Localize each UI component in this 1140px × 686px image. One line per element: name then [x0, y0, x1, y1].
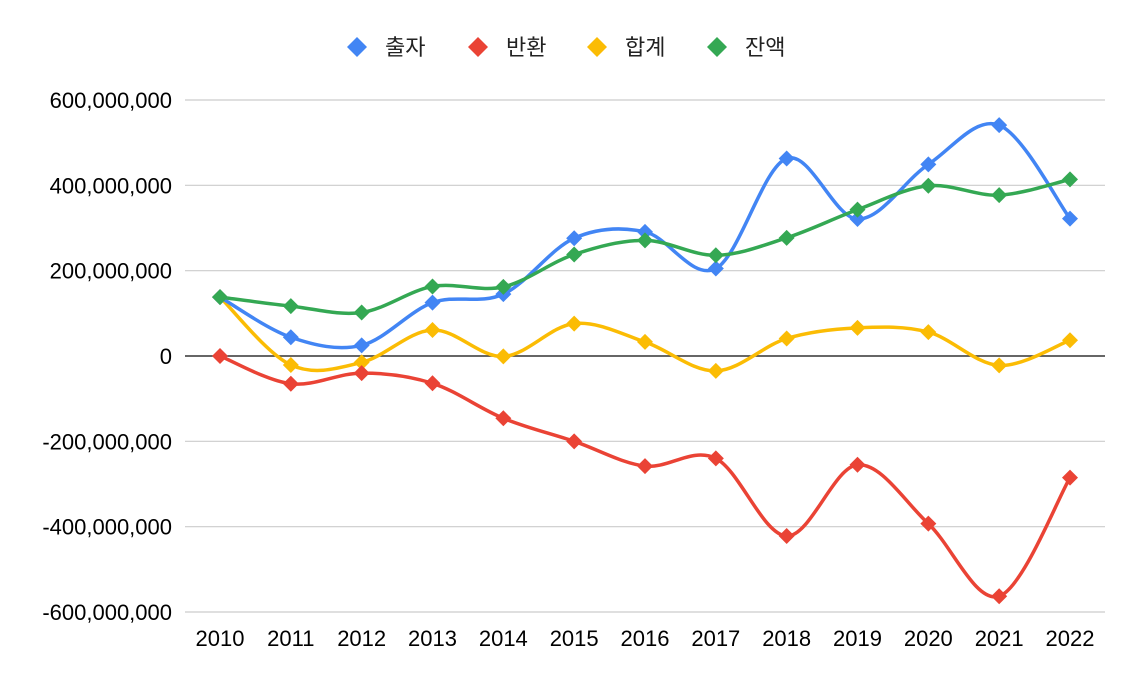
data-point-marker[interactable] — [424, 294, 441, 311]
data-point-marker[interactable] — [991, 117, 1008, 134]
data-point-marker[interactable] — [282, 329, 299, 346]
legend-label: 잔액 — [745, 36, 785, 61]
data-point-marker[interactable] — [849, 201, 866, 218]
y-axis-tick-labels: 600,000,000 400,000,000 200,000,000 0 -200,0… — [42, 88, 172, 625]
legend-label: 출자 — [385, 36, 425, 61]
legend-diamond-icon — [707, 37, 727, 57]
data-point-marker[interactable] — [424, 375, 441, 392]
legend-diamond-icon — [587, 37, 607, 57]
grid-lines — [185, 99, 1105, 613]
x-axis-tick-labels: 2010 2011 2012 2013 2014 2015 2016 2017 2018 2019… — [196, 626, 1095, 651]
data-point-marker[interactable] — [707, 247, 724, 264]
data-point-marker[interactable] — [566, 230, 583, 247]
legend-label: 합계 — [625, 36, 665, 61]
data-point-marker[interactable] — [707, 450, 724, 467]
x-tick-label: 2010 — [196, 626, 245, 651]
x-tick-label: 2017 — [691, 626, 740, 651]
y-tick-label: -400,000,000 — [42, 515, 172, 540]
y-tick-label: 600,000,000 — [50, 88, 172, 113]
data-point-marker[interactable] — [212, 289, 228, 306]
x-tick-label: 2016 — [621, 626, 670, 651]
y-tick-label: 400,000,000 — [50, 173, 172, 198]
data-point-marker[interactable] — [424, 278, 441, 295]
x-tick-label: 2020 — [904, 626, 953, 651]
data-point-marker[interactable] — [920, 324, 937, 341]
legend: 출자 반환 합계 잔액 — [347, 36, 785, 61]
x-tick-label: 2014 — [479, 626, 528, 651]
x-tick-label: 2019 — [833, 626, 882, 651]
data-point-marker[interactable] — [566, 246, 583, 263]
data-point-marker[interactable] — [778, 330, 795, 347]
x-tick-label: 2011 — [267, 626, 314, 651]
data-point-marker[interactable] — [353, 304, 370, 321]
data-point-marker[interactable] — [1062, 210, 1078, 227]
y-tick-label: 0 — [160, 344, 172, 369]
legend-label: 반환 — [506, 36, 546, 61]
data-point-marker[interactable] — [991, 357, 1008, 374]
data-point-marker[interactable] — [778, 229, 795, 246]
series-lines — [218, 121, 1072, 599]
data-point-marker[interactable] — [1062, 332, 1078, 349]
data-point-marker[interactable] — [282, 356, 299, 373]
data-point-marker[interactable] — [849, 211, 866, 228]
data-point-marker[interactable] — [849, 456, 866, 473]
data-point-marker[interactable] — [920, 156, 937, 173]
x-tick-label: 2021 — [975, 626, 1024, 651]
data-point-marker[interactable] — [920, 177, 937, 194]
data-point-marker[interactable] — [282, 375, 299, 392]
data-point-marker[interactable] — [353, 354, 370, 371]
x-tick-label: 2015 — [550, 626, 599, 651]
data-point-marker[interactable] — [212, 348, 228, 364]
data-point-marker[interactable] — [707, 260, 724, 277]
data-point-marker[interactable] — [778, 528, 795, 545]
data-point-marker[interactable] — [991, 187, 1008, 204]
data-point-marker[interactable] — [637, 458, 653, 475]
series-line-2 — [218, 354, 1072, 599]
data-point-marker[interactable] — [991, 588, 1008, 605]
data-point-marker[interactable] — [707, 362, 724, 379]
data-point-marker[interactable] — [637, 223, 653, 240]
data-point-marker[interactable] — [920, 515, 937, 532]
x-tick-label: 2018 — [762, 626, 811, 651]
legend-diamond-icon — [468, 37, 488, 57]
data-point-marker[interactable] — [353, 365, 370, 382]
data-point-marker[interactable] — [566, 315, 583, 332]
data-point-marker[interactable] — [778, 150, 795, 167]
y-tick-label: -600,000,000 — [42, 600, 172, 625]
data-point-marker[interactable] — [849, 319, 866, 336]
series-markers — [212, 117, 1078, 605]
data-point-marker[interactable] — [637, 333, 653, 350]
y-tick-label: 200,000,000 — [50, 259, 172, 284]
data-point-marker[interactable] — [282, 298, 299, 315]
x-tick-label: 2022 — [1046, 626, 1095, 651]
data-point-marker[interactable] — [495, 410, 512, 427]
x-tick-label: 2012 — [337, 626, 386, 651]
x-tick-label: 2013 — [408, 626, 457, 651]
data-point-marker[interactable] — [424, 321, 441, 338]
data-point-marker[interactable] — [637, 232, 653, 249]
y-tick-label: -200,000,000 — [42, 429, 172, 454]
legend-diamond-icon — [347, 37, 367, 57]
data-point-marker[interactable] — [1062, 171, 1078, 188]
data-point-marker[interactable] — [566, 433, 583, 450]
data-point-marker[interactable] — [1062, 469, 1078, 486]
data-point-marker[interactable] — [495, 278, 512, 295]
data-point-marker[interactable] — [495, 348, 512, 365]
data-point-marker[interactable] — [353, 337, 370, 354]
